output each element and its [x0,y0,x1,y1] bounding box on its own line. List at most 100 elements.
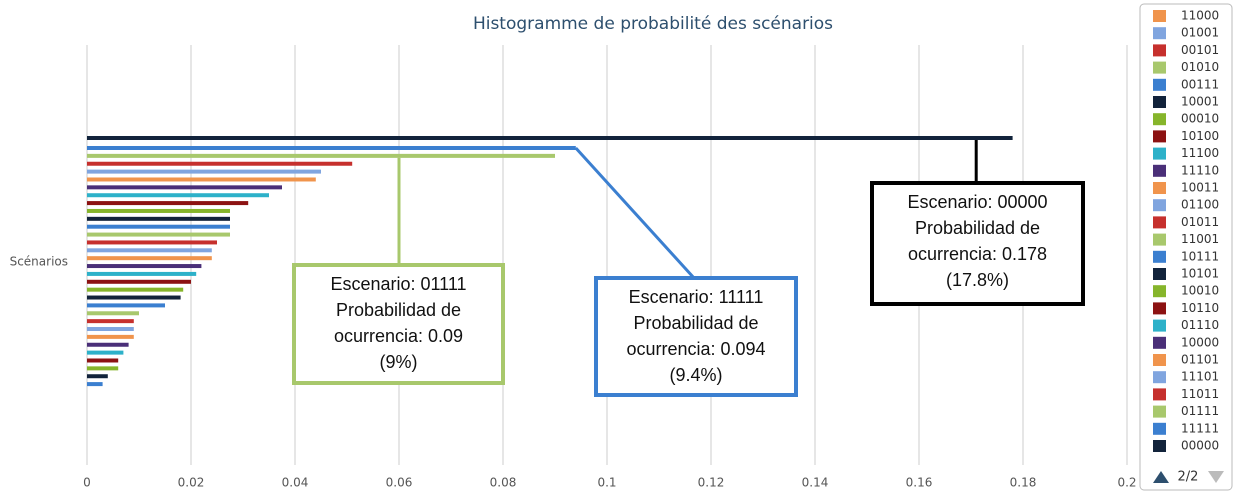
legend-label: 00000 [1181,439,1219,453]
legend-label: 01010 [1181,60,1219,74]
legend-swatch [1153,44,1166,57]
bar [87,161,353,166]
bar [87,248,212,253]
bar [87,342,129,347]
legend-label: 11001 [1181,232,1219,246]
bar [87,303,165,308]
annotation-box [594,276,798,397]
bar [87,136,1013,140]
legend-swatch [1153,388,1166,401]
legend-swatch [1153,250,1166,263]
legend-label: 10000 [1181,335,1219,349]
legend-swatch [1153,405,1166,418]
legend-swatch [1153,268,1166,280]
x-tick-label: 0 [83,476,91,490]
legend-label: 01110 [1181,318,1219,332]
x-tick-label: 0.14 [802,476,829,490]
legend-label: 11100 [1181,146,1219,160]
legend-label: 01001 [1181,26,1219,40]
bar [87,153,555,158]
bar [87,177,316,182]
x-tick-label: 0.04 [282,476,309,490]
bar [87,366,119,371]
legend-swatch [1153,182,1166,194]
legend-label: 01101 [1181,353,1219,367]
legend-swatch [1153,233,1166,246]
bar [87,240,217,245]
bar [87,146,576,150]
legend-label: 10110 [1181,301,1219,315]
legend-swatch [1153,371,1166,384]
legend-next[interactable] [1208,471,1224,483]
bar [87,279,191,284]
legend-label: 11101 [1181,370,1219,384]
legend-label: 10101 [1181,267,1219,281]
legend-label: 10111 [1181,249,1219,263]
x-tick-label: 0.1 [597,476,616,490]
legend-page: 2/2 [1178,470,1199,485]
annotation-box [870,181,1085,306]
legend-label: 11000 [1181,9,1219,23]
legend-swatch [1153,354,1166,366]
legend-swatch [1153,336,1166,349]
x-tick-label: 0.12 [698,476,725,490]
legend-label: 10010 [1181,284,1219,298]
legend-swatch [1153,78,1166,91]
annotation-text: Probabilidad de [915,218,1040,238]
legend-swatch [1153,147,1166,160]
legend-swatch [1153,164,1166,177]
x-tick-label: 0.16 [906,476,933,490]
legend-swatch [1153,96,1166,108]
bar [87,311,139,316]
bar [87,319,134,324]
annotation-text: Probabilidad de [336,300,461,320]
bar [87,271,197,276]
annotation-text: (17.8%) [946,270,1009,290]
legend-prev[interactable] [1153,471,1169,483]
legend-label: 00101 [1181,43,1219,57]
bar [87,295,181,300]
annotation-box [292,263,505,385]
bar [87,169,321,174]
legend-swatch [1153,130,1166,143]
annotation-text: ocurrencia: 0.094 [626,339,765,359]
y-axis-label: Scénarios [10,255,68,269]
annotation-text: Escenario: 00000 [907,192,1047,212]
annotation-text: Escenario: 11111 [629,287,764,307]
legend-swatch [1153,440,1166,452]
annotation-text: ocurrencia: 0.09 [334,326,463,346]
legend-swatch [1153,61,1166,74]
bar [87,201,249,206]
bar [87,334,134,339]
x-tick-label: 0.06 [386,476,413,490]
annotation-connector [574,146,696,280]
legend-label: 11111 [1181,421,1219,435]
chart-title: Histogramme de probabilité des scénarios [473,14,833,34]
bar [87,264,202,269]
bar [87,374,108,379]
legend-box [1139,3,1233,491]
legend-label: 11011 [1181,387,1219,401]
legend-swatch [1153,285,1166,298]
legend-swatch [1153,216,1166,229]
legend-swatch [1153,302,1166,315]
x-tick-label: 0.2 [1117,476,1136,490]
bar [87,216,230,221]
bar [87,350,124,355]
legend-label: 00111 [1181,77,1219,91]
legend-label: 10100 [1181,129,1219,143]
legend-swatch [1153,199,1166,212]
legend-swatch [1153,27,1166,40]
legend-label: 01100 [1181,198,1219,212]
x-tick-label: 0.08 [490,476,517,490]
bar [87,193,269,198]
bar [87,256,212,261]
legend-label: 01111 [1181,404,1219,418]
bar [87,287,184,292]
annotation-text: ocurrencia: 0.178 [908,244,1047,264]
x-tick-label: 0.02 [178,476,205,490]
bar [87,382,103,387]
bar [87,208,230,213]
legend-label: 01011 [1181,215,1219,229]
x-tick-label: 0.18 [1010,476,1037,490]
